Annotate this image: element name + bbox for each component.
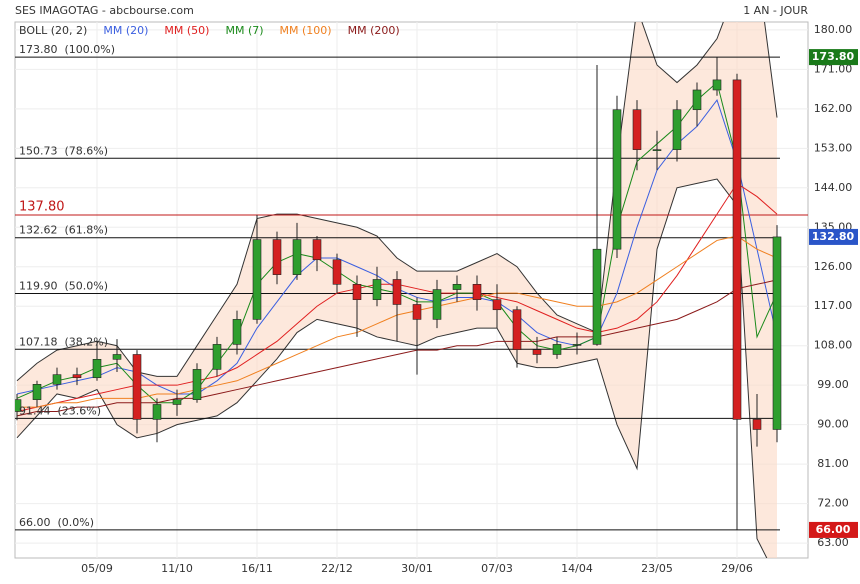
candle-body	[272, 239, 282, 275]
candle-body	[432, 289, 442, 320]
price-marker-label: 132.80	[812, 230, 855, 243]
chart-title: SES IMAGOTAG - abcbourse.com	[15, 4, 194, 17]
level-label: 91.44 (23.6%)	[19, 404, 101, 417]
x-tick-label: 22/12	[321, 562, 353, 575]
moving-average	[16, 279, 778, 417]
y-tick-label: 117.00	[814, 299, 853, 312]
candle-body	[212, 344, 222, 370]
candle-body	[532, 349, 542, 355]
plot	[15, 22, 808, 558]
y-tick-label: 99.00	[817, 378, 849, 391]
legend-entry: MM (100)	[280, 24, 332, 37]
candle-body	[552, 344, 562, 355]
candle-body	[92, 359, 102, 379]
y-tick-label: 144.00	[814, 181, 853, 194]
candle-body	[72, 374, 82, 379]
x-tick-label: 07/03	[481, 562, 513, 575]
candle-body	[15, 399, 22, 412]
candle-body	[652, 149, 662, 151]
period: 1 AN - JOUR	[743, 4, 808, 17]
price-marker	[809, 49, 858, 66]
x-tick-label: 29/06	[721, 562, 753, 575]
candle-body	[632, 109, 642, 150]
candle-body	[172, 399, 182, 405]
candle-body	[772, 236, 782, 430]
level-label: 119.90 (50.0%)	[19, 280, 108, 293]
legend-entry: MM (200)	[348, 24, 400, 37]
level-label: 107.18 (38.2%)	[19, 335, 108, 348]
candle-body	[312, 239, 322, 261]
price-marker	[809, 228, 858, 245]
overlay: 180.00171.00162.00153.00144.00135.00126.…	[19, 23, 858, 575]
x-tick-label: 05/09	[81, 562, 113, 575]
candle-body	[732, 79, 742, 420]
candle-body	[572, 344, 582, 346]
candle-body	[52, 374, 62, 385]
x-tick-label: 11/10	[161, 562, 193, 575]
candle-body	[332, 259, 342, 285]
candle-body	[692, 89, 702, 111]
x-tick-label: 23/05	[641, 562, 673, 575]
bollinger-upper	[16, 22, 778, 382]
level-label: 173.80 (100.0%)	[19, 43, 115, 56]
y-tick-label: 180.00	[814, 23, 853, 36]
price-line-label: 137.80	[19, 199, 65, 214]
level-label: 66.00 (0.0%)	[19, 516, 94, 529]
y-tick-label: 126.00	[814, 260, 853, 273]
level-label: 150.73 (78.6%)	[19, 144, 108, 157]
price-marker	[809, 521, 858, 538]
candle-body	[592, 248, 602, 345]
candle-body	[352, 283, 362, 300]
y-tick-label: 90.00	[817, 418, 849, 431]
candle-body	[612, 109, 622, 250]
level-label: 132.62 (61.8%)	[19, 224, 108, 237]
legend-entry: MM (50)	[164, 24, 209, 37]
y-tick-label: 81.00	[817, 457, 849, 470]
candle-body	[372, 279, 382, 300]
candle-body	[412, 304, 422, 320]
candle-body	[712, 79, 722, 91]
legend-entry: MM (20)	[103, 24, 148, 37]
candle-body	[132, 354, 142, 420]
x-tick-label: 30/01	[401, 562, 433, 575]
y-tick-label: 72.00	[817, 497, 849, 510]
candle-body	[252, 239, 262, 320]
legend-entry: MM (7)	[225, 24, 263, 37]
candle-body	[292, 239, 302, 275]
candle-body	[32, 384, 42, 400]
candle-body	[232, 319, 242, 345]
price-marker-label: 66.00	[816, 523, 851, 536]
y-tick-label: 153.00	[814, 141, 853, 154]
legend-entry: BOLL (20, 2)	[19, 24, 87, 37]
candle-body	[472, 283, 482, 300]
candle-body	[192, 369, 202, 400]
x-tick-label: 14/04	[561, 562, 593, 575]
price-marker-label: 173.80	[812, 50, 855, 63]
candle-body	[392, 279, 402, 305]
y-tick-label: 162.00	[814, 102, 853, 115]
candle-body	[452, 283, 462, 290]
y-tick-label: 108.00	[814, 339, 853, 352]
candle-body	[512, 309, 522, 350]
candle-body	[112, 354, 122, 360]
candle-body	[752, 419, 762, 430]
candle-body	[672, 109, 682, 150]
candle-body	[152, 404, 162, 420]
y-tick-label: 63.00	[817, 536, 849, 549]
candle-body	[492, 299, 502, 311]
y-tick-label: 171.00	[814, 62, 853, 75]
x-tick-label: 16/11	[241, 562, 273, 575]
